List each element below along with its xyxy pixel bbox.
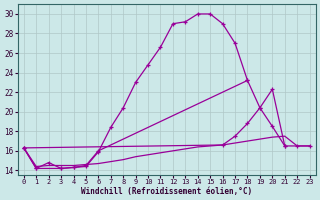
X-axis label: Windchill (Refroidissement éolien,°C): Windchill (Refroidissement éolien,°C) (81, 187, 252, 196)
